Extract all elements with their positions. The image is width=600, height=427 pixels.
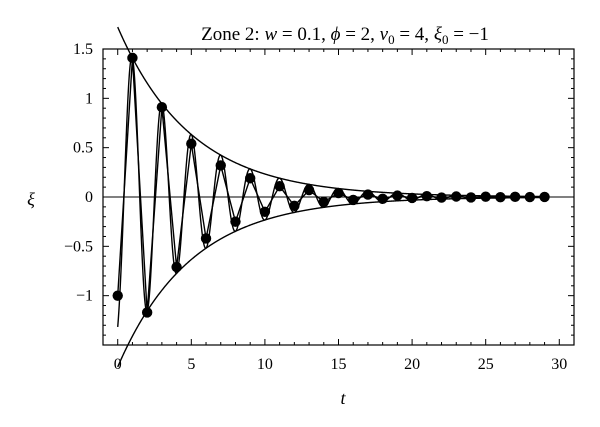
data-point (392, 190, 403, 201)
x-axis-label: t (340, 388, 346, 408)
data-points (112, 52, 550, 318)
y-tick-label: 0 (85, 189, 93, 206)
y-tick-label: −1 (76, 288, 93, 305)
chart-title: Zone 2: w = 0.1, ϕ = 2, ν0 = 4, ξ0 = −1 (201, 24, 489, 47)
y-tick-label: 1 (85, 90, 93, 107)
data-point (377, 193, 388, 204)
data-point (303, 184, 315, 196)
data-point (156, 102, 168, 113)
data-point (509, 191, 521, 203)
y-tick-label: −0.5 (64, 238, 93, 255)
data-point (230, 216, 241, 227)
data-point (451, 191, 462, 202)
data-point (244, 173, 256, 184)
data-point (318, 196, 329, 208)
x-tick-label: 30 (551, 356, 567, 373)
data-point (480, 191, 491, 202)
data-point (186, 138, 197, 149)
x-tick-label: 5 (187, 356, 195, 373)
y-tick-label: 0.5 (73, 140, 93, 157)
x-tick-label: 20 (404, 356, 420, 373)
data-point (539, 191, 550, 203)
x-tick-label: 0 (114, 356, 122, 373)
data-point (215, 160, 226, 171)
y-axis-label: ξ (27, 189, 35, 209)
data-point (406, 192, 418, 204)
data-point (127, 52, 138, 64)
data-point (465, 192, 477, 203)
x-tick-label: 25 (478, 356, 494, 373)
data-point (333, 187, 344, 199)
data-point (171, 261, 182, 273)
oscillation-curve (117, 56, 545, 328)
data-point (348, 194, 359, 206)
y-tick-label: 1.5 (73, 41, 93, 58)
data-point (259, 206, 271, 217)
data-point (112, 290, 123, 301)
data-point (436, 192, 447, 203)
sample-polyline (117, 57, 545, 313)
data-point (200, 233, 212, 244)
data-point (141, 307, 153, 318)
data-point (289, 200, 300, 212)
data-point (362, 189, 374, 200)
axis-ticks: 0 5 10 15 20 25 30 1.5 1 0.5 0 −0.5 −1 (64, 41, 574, 373)
upper-envelope-curve (117, 26, 545, 198)
x-tick-label: 10 (257, 356, 273, 373)
x-tick-label: 15 (331, 356, 347, 373)
data-point (524, 191, 536, 203)
data-point (495, 191, 506, 203)
data-point (274, 180, 285, 192)
data-point (421, 191, 433, 202)
